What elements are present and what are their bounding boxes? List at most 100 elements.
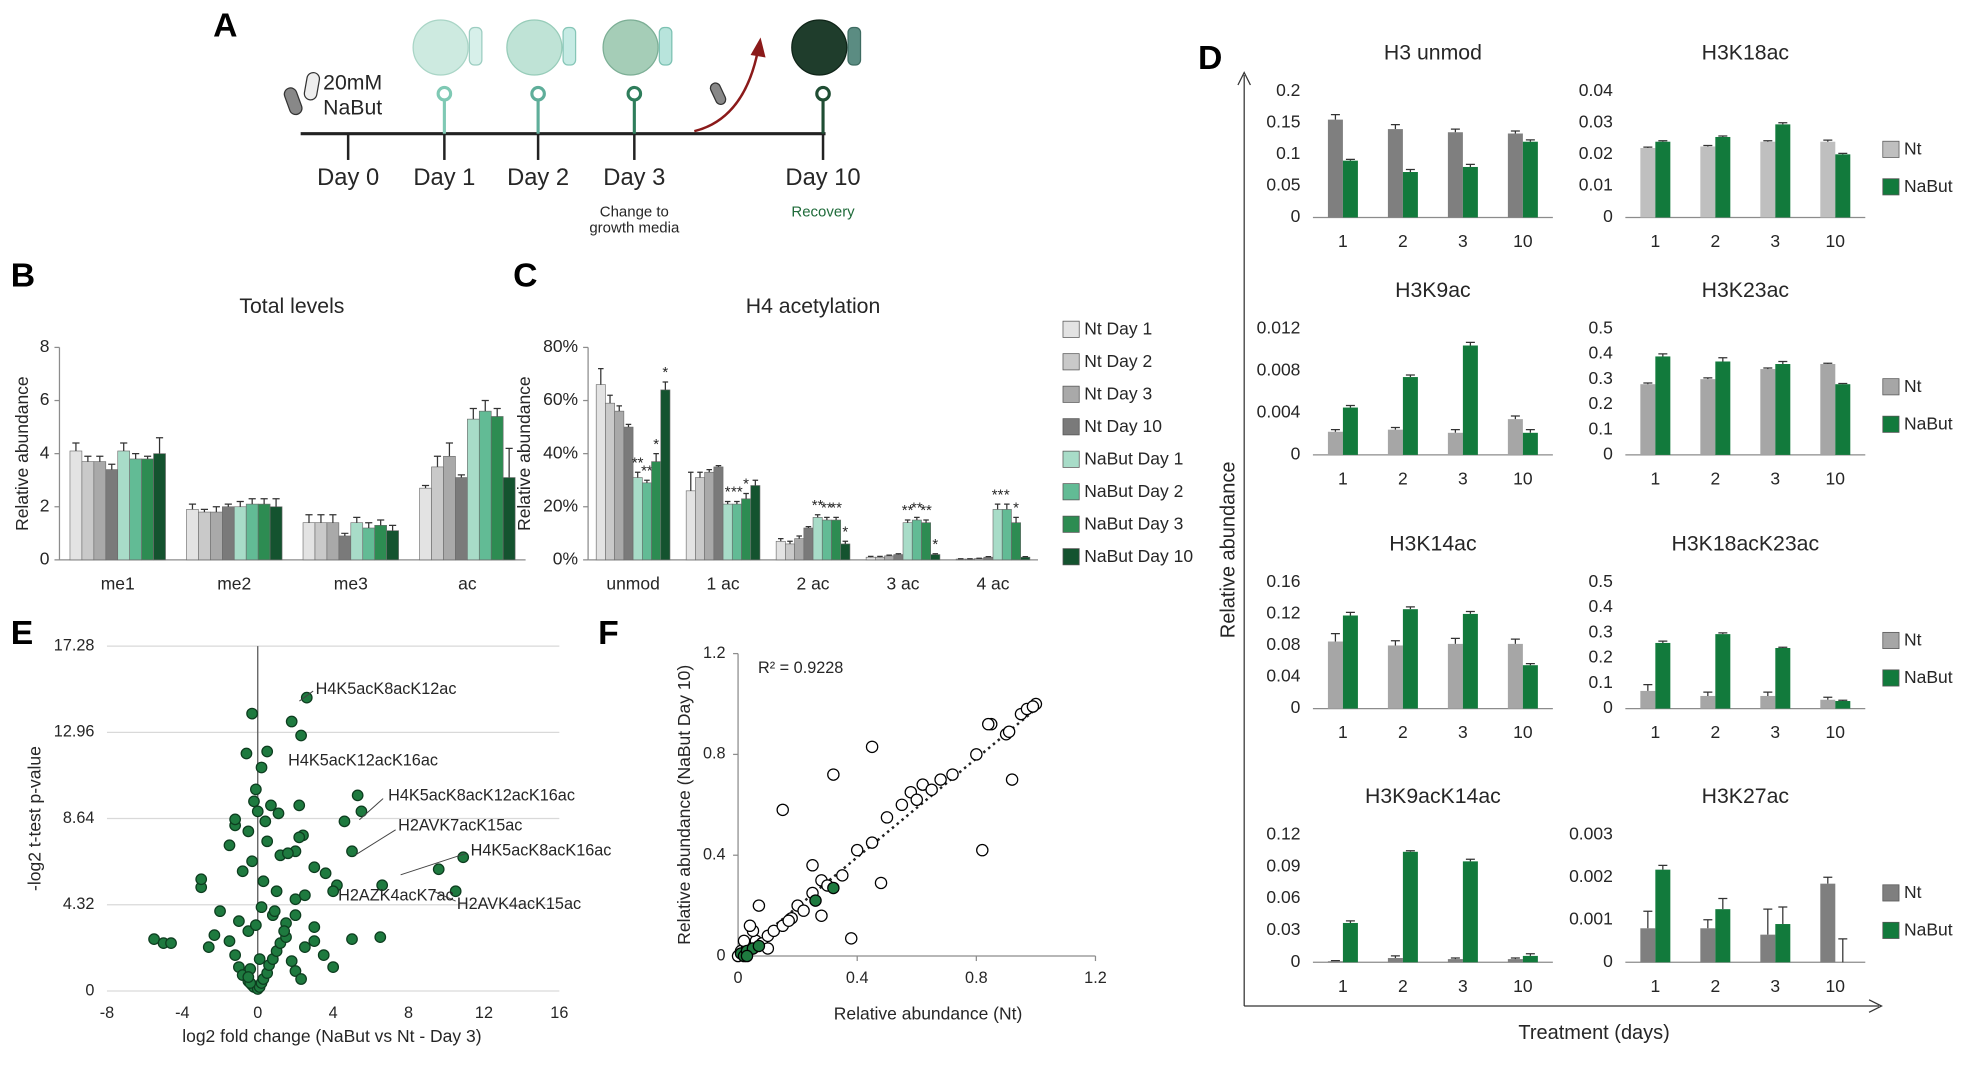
error-bar: [1838, 699, 1848, 702]
y-tick-label: 0: [40, 548, 50, 568]
error-bar: [1465, 341, 1475, 346]
bar: [1342, 407, 1358, 455]
error-bar: [1510, 638, 1520, 644]
bar: [722, 503, 733, 561]
legend-swatch: [1882, 921, 1900, 939]
bar: [1820, 364, 1836, 455]
panel-d-frame: D Relative abundance Treatment (days): [1198, 39, 1883, 1044]
point: [743, 919, 757, 933]
bar: [1342, 922, 1358, 963]
bar: [1775, 364, 1791, 455]
error-bar: [1643, 683, 1653, 691]
legend-swatch: [1882, 669, 1900, 687]
bar: [1327, 961, 1343, 963]
significance-label: *: [1004, 486, 1010, 503]
y-tick-label: 0.15: [1266, 111, 1300, 131]
error-bar: [481, 399, 489, 412]
y-tick-label: 0.4: [1589, 343, 1614, 363]
x-tick-label: me3: [334, 573, 368, 593]
bar: [1327, 119, 1343, 218]
error-bar: [1345, 611, 1355, 616]
error-bar: [188, 503, 197, 510]
point: [346, 845, 358, 858]
error-bar: [867, 555, 874, 558]
error-bar: [932, 553, 939, 555]
error-bar: [272, 498, 280, 507]
y-axis-label: -log2 t-test p-value: [24, 746, 44, 891]
y-tick-label: 0: [1603, 697, 1613, 717]
bar: [1835, 154, 1851, 218]
bar: [1507, 419, 1523, 455]
chart-title: H3K27ac: [1702, 784, 1790, 808]
x-tick-label: 10: [1826, 231, 1846, 251]
error-bar: [1405, 168, 1415, 173]
point: [295, 973, 307, 985]
legend-label: NaBut Day 1: [1084, 449, 1183, 469]
legend-swatch: [1882, 631, 1900, 649]
point: [223, 935, 236, 947]
y-tick-label: 0: [1291, 951, 1301, 971]
bar: [1402, 609, 1418, 709]
point: [782, 914, 795, 927]
y-tick-label: 0.008: [1257, 359, 1301, 379]
error-bar: [505, 447, 513, 478]
bar: [1342, 615, 1358, 709]
bar: [911, 519, 922, 561]
y-tick-label: 6: [40, 389, 50, 409]
point: [776, 803, 789, 817]
x-tick-label: 1.2: [1084, 969, 1107, 987]
bar: [1820, 699, 1836, 709]
bar: [1820, 883, 1836, 963]
error-bar: [904, 519, 911, 523]
point: [278, 925, 291, 938]
error-bar: [1658, 140, 1668, 142]
bar: [750, 485, 761, 561]
legend-label: Nt Day 2: [1084, 351, 1152, 371]
bar: [651, 461, 662, 561]
bar: [831, 519, 842, 561]
timeline-ticks: [346, 133, 825, 160]
error-bar: [248, 498, 256, 505]
significance-label: *: [725, 484, 731, 501]
point: [270, 885, 283, 898]
y-tick-label: 0.012: [1257, 317, 1301, 337]
x-tick-label: 2: [1398, 469, 1408, 489]
error-bar: [1823, 696, 1833, 700]
point: [880, 811, 894, 824]
x-tick-label: me2: [217, 573, 251, 593]
point: [327, 885, 340, 898]
significance-label: **: [830, 500, 842, 517]
chart-title: H3K18acK23ac: [1672, 531, 1820, 555]
error-bar: [1004, 503, 1010, 510]
chart-title: H3K14ac: [1389, 531, 1477, 555]
bar: [660, 389, 671, 561]
y-tick-label: 0: [1291, 206, 1301, 226]
x-tick-label: 3: [1770, 976, 1780, 996]
x-tick-label: 1: [1650, 231, 1660, 251]
error-bar: [824, 516, 830, 521]
error-bar: [644, 479, 650, 483]
legend-label: NaBut Day 10: [1084, 546, 1193, 566]
x-tick-label: 4 ac: [976, 573, 1009, 593]
error-bar: [1778, 646, 1788, 648]
bar: [1462, 613, 1478, 709]
legend-swatch: [1882, 178, 1900, 196]
point: [255, 761, 268, 774]
significance-label: **: [731, 484, 743, 501]
legend-label: Nt Day 1: [1084, 319, 1152, 339]
significance-label: **: [911, 500, 923, 517]
x-axis-label: Relative abundance (Nt): [834, 1003, 1023, 1023]
x-tick-label: 16: [550, 1004, 568, 1022]
y-tick-label: 0: [1603, 951, 1613, 971]
bar: [245, 503, 259, 561]
point: [242, 925, 255, 938]
bar: [1700, 695, 1716, 709]
x-tick-label: 3 ac: [886, 573, 919, 593]
error-bar: [1763, 908, 1773, 935]
day-label: Day 2: [507, 165, 569, 191]
error-bar: [1330, 429, 1340, 432]
leader-line: [400, 853, 466, 876]
legend-swatch: [1882, 140, 1900, 158]
bar: [210, 511, 223, 561]
